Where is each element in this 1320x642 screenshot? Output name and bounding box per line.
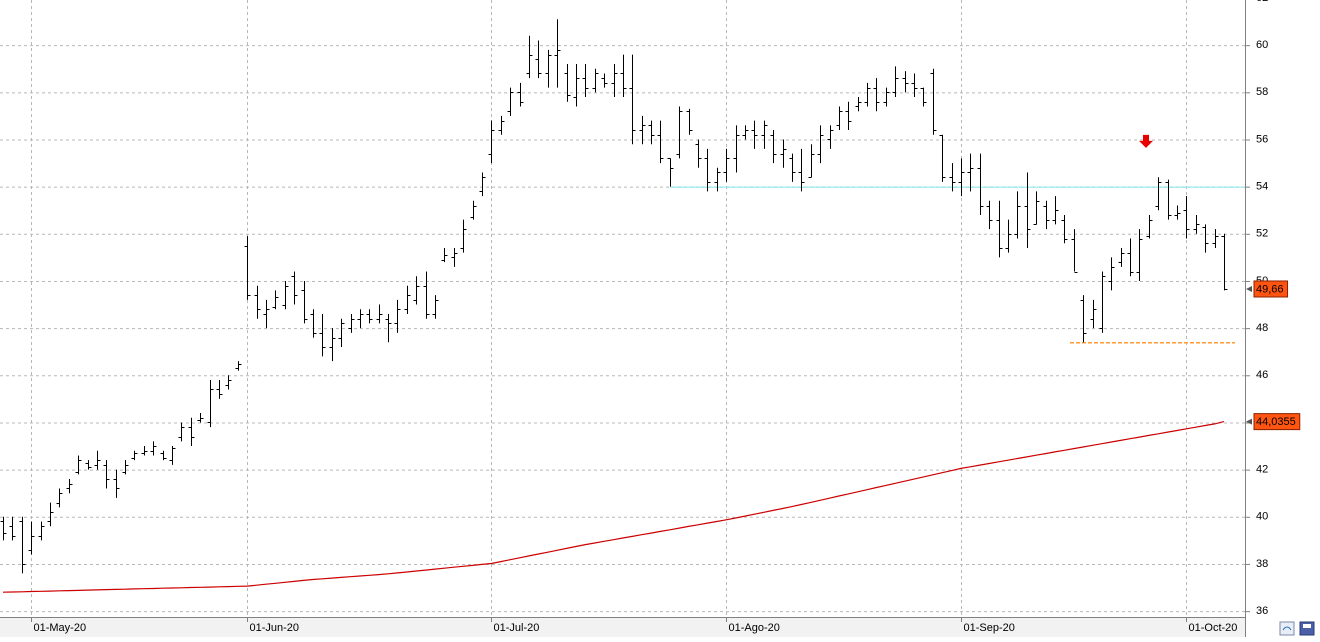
y-tick-label: 54: [1256, 181, 1268, 193]
y-tick-label: 42: [1256, 464, 1268, 476]
x-tick-label: 01-Sep-20: [964, 622, 1015, 634]
moving-average: [2, 421, 1225, 593]
icon-refresh[interactable]: [1279, 621, 1295, 636]
last-value-label: 44,0355: [1256, 416, 1296, 428]
y-tick-label: 46: [1256, 369, 1268, 381]
y-tick-label: 58: [1256, 86, 1268, 98]
x-tick-label: 01-May-20: [34, 622, 87, 634]
x-tick-label: 01-Ago-20: [729, 622, 780, 634]
y-tick-label: 36: [1256, 605, 1268, 617]
y-tick-label: 62: [1256, 0, 1268, 4]
last-value-box: [1253, 413, 1301, 431]
y-tick-label: 48: [1256, 322, 1268, 334]
x-axis: 01-May-20 01-Jun-20 01-Jul-20 01-Ago-20 01-S…: [31, 617, 1238, 634]
signal-arrow: [1139, 134, 1153, 148]
y-tick-label: 40: [1256, 511, 1268, 523]
icon-refresh-glyph: [1282, 626, 1292, 631]
y-tick-label: 52: [1256, 228, 1268, 240]
toolbar-icons[interactable]: [1279, 621, 1315, 636]
x-tick-label: 01-Jul-20: [494, 622, 540, 634]
last-value-label: 49,66: [1256, 283, 1284, 295]
last-value-box: [1253, 280, 1289, 298]
x-axis-strip: [0, 617, 1245, 637]
y-tick-label: 38: [1256, 558, 1268, 570]
last-value-pointer: [1246, 285, 1252, 292]
icon-save[interactable]: [1299, 621, 1315, 636]
last-value-pointer: [1246, 418, 1252, 425]
y-tick-label: 60: [1256, 39, 1268, 51]
x-tick-label: 01-Oct-20: [1189, 622, 1238, 634]
plot-area: [0, 0, 1245, 617]
icon-save-glyph: [1303, 624, 1311, 628]
y-tick-label: 56: [1256, 133, 1268, 145]
x-tick-label: 01-Jun-20: [250, 622, 300, 634]
